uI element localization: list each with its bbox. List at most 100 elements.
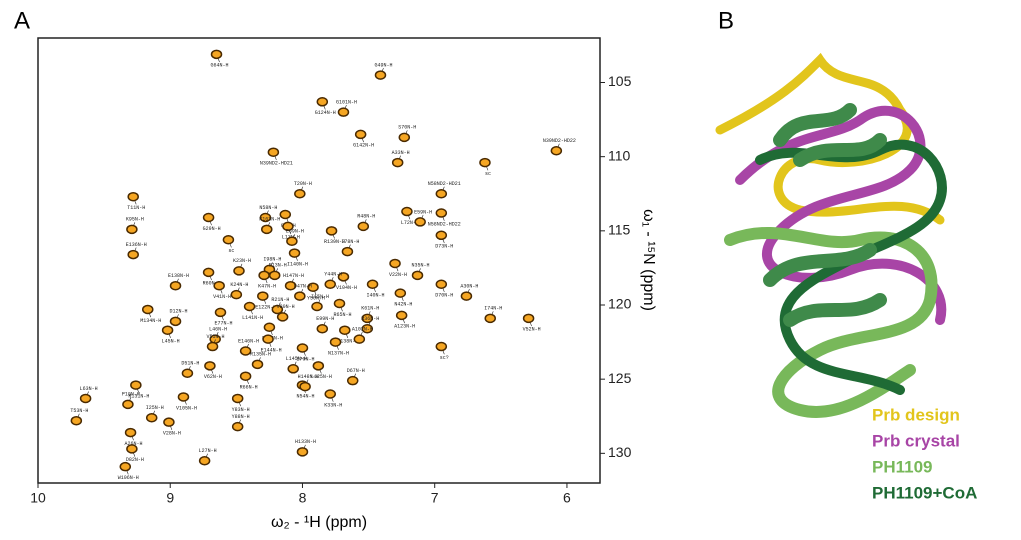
peak-label: A102N-H [352,326,373,332]
peak [239,371,252,381]
x-tick-label: 7 [431,490,439,506]
peak-label: N58ND2-HD22 [428,221,461,227]
peak-label: N35N-H [412,263,430,269]
peak-label: D12N-H [170,309,188,315]
peak [214,307,227,318]
peak-label: I74N-H [484,306,502,312]
peak-label: I78N-H [341,239,359,245]
peak-label: V52N-H [523,327,541,333]
peak-label: V41N-H [213,294,231,300]
peak-label: D82N-H [126,457,144,463]
peak [288,248,301,258]
peak [213,280,225,291]
x-axis-label: ω₂ - ¹H (ppm) [271,514,367,531]
peak-label: P10N-H [122,392,140,398]
peak-label: L63N-H [80,386,98,392]
peak [202,212,215,223]
peak [251,359,264,370]
peak [484,313,496,324]
peak-label: L45N-H [162,339,180,345]
peak-label: E99N-H [316,316,334,322]
peak [206,341,219,352]
peak-label: I140N-H [287,261,308,267]
y-tick-label: 125 [608,370,632,386]
peak [522,313,535,324]
peak [163,417,175,427]
peak-label: K61N-H [361,306,379,312]
peak-label: R48N-H [357,214,375,220]
peak [311,301,323,312]
peak [479,157,491,168]
peak [271,304,284,315]
peak-label: V22N-H [389,272,407,278]
peak [411,270,424,281]
peak [353,334,366,344]
peak-label: E144N-H [261,347,282,353]
peak-label: R66N-H [240,385,258,391]
peak [296,343,309,353]
peak [222,234,235,245]
peak-label: G29N-H [203,226,221,232]
peak [333,298,346,309]
peak [435,341,448,352]
peak [126,444,138,454]
peak-label: K33N-H [324,402,342,408]
peak [435,230,448,241]
peak-label: R131N-H [128,393,149,399]
peak-label: L141N-H [242,315,263,321]
peak-label: H147N-H [283,273,304,279]
y-tick-label: 105 [608,73,632,89]
peak [299,381,311,392]
peak [169,280,182,291]
peak [126,224,138,235]
x-tick-label: 8 [299,490,307,506]
peak [286,236,298,246]
legend-entry: Prb crystal [872,431,960,450]
peak [127,191,139,202]
peak [282,221,294,232]
peak-label: Y88N-H [232,414,250,420]
x-tick-label: 6 [563,490,571,506]
peak-label: V28N-H [163,431,181,437]
peak-label: E136N-H [126,242,147,248]
peak-label: V104N-H [336,285,357,291]
peak [70,415,83,426]
peak [263,322,276,332]
peak-label: D51N-H [181,361,199,367]
peak [361,313,374,324]
peak [257,291,269,301]
peak-label: N138N-H [337,339,358,345]
peak [279,209,292,220]
peak-label: G64N-H [211,63,229,69]
peak-label: I15N-H [311,294,329,300]
peak [231,421,244,432]
x-tick-label: 10 [30,490,46,506]
peak-label: A33N-H [392,150,410,156]
peak [296,447,309,457]
peak-label: A30N-H [460,283,478,289]
y-tick-label: 120 [608,296,632,312]
legend-entry: PH1109 [872,457,933,476]
peak [460,291,473,301]
peak-label: T20N-H [294,181,312,187]
peak [210,49,223,60]
peak-label: G49N-H [374,62,392,68]
peak-label: N39ND2-HD22 [543,138,576,144]
peak [230,289,243,300]
peak [325,226,338,236]
peak [267,147,280,157]
peak [391,157,404,168]
peak-label: Y83N-H [232,407,250,413]
peak-label: sc? [440,355,449,361]
peak [401,206,413,217]
peak [312,361,325,371]
peak-label: H133N-H [295,439,316,445]
peak [239,346,252,356]
peak-label: R139N-H [324,239,345,245]
peak [361,323,374,334]
peak-label: R65N-H [333,312,351,318]
peak [435,279,448,289]
plot-frame [37,37,601,484]
peak-label: L125N-H [311,374,332,380]
peak-label: K47N-H [258,284,276,290]
